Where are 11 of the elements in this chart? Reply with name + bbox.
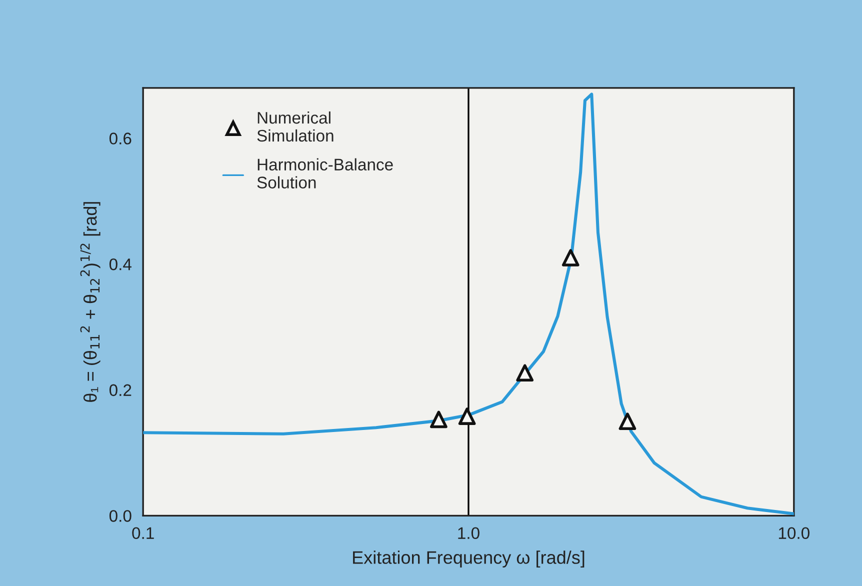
y-tick-label: 0.0 [109, 510, 132, 522]
legend-label: Numerical Simulation [257, 111, 334, 142]
x-tick-label: 1.0 [458, 527, 480, 540]
x-tick-label: 0.1 [132, 527, 154, 540]
x-tick-label: 10.0 [778, 527, 810, 540]
x-axis-title: Exitation Frequency ω [rad/s] [353, 550, 584, 568]
legend-label: Harmonic-Balance Solution [257, 158, 393, 188]
y-tick-label: 0.6 [109, 132, 132, 144]
y-tick-label: 0.4 [109, 258, 132, 270]
text: θ₁ = (θ$_{11}$$^{2}$ + θ$_{12}$$^{2}$)$^{1/2}$ [rad] [80, 202, 100, 402]
y-tick-label: 0.2 [109, 384, 132, 396]
